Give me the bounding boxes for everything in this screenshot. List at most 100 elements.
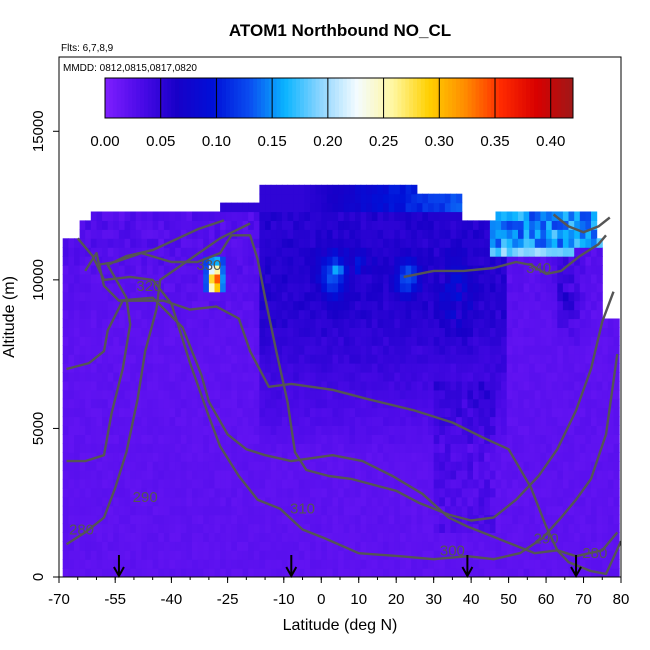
heatmap-cell (152, 550, 159, 560)
heatmap-cell (118, 318, 126, 328)
heatmap-cell (298, 532, 305, 542)
heatmap-cell (62, 265, 69, 275)
heatmap-cell (96, 327, 103, 337)
heatmap-cell (203, 247, 210, 257)
heatmap-cell (355, 193, 362, 204)
heatmap-cell (405, 184, 412, 195)
heatmap-cell (478, 559, 485, 569)
heatmap-cell (495, 318, 502, 328)
heatmap-cell (74, 425, 81, 435)
heatmap-cell (360, 470, 367, 480)
heatmap-cell (428, 380, 435, 391)
colorbar-swatch (339, 78, 344, 118)
heatmap-cell (596, 461, 603, 471)
heatmap-cell (467, 496, 474, 507)
heatmap-cell (118, 247, 126, 257)
heatmap-cell (562, 434, 570, 444)
heatmap-cell (489, 273, 497, 284)
heatmap-cell (270, 505, 277, 516)
heatmap-cell (203, 523, 210, 533)
heatmap-cell (326, 273, 334, 284)
heatmap-cell (208, 380, 216, 391)
heatmap-cell (416, 416, 423, 426)
heatmap-cell (79, 336, 86, 346)
heatmap-cell (208, 568, 216, 577)
heatmap-cell (349, 256, 356, 266)
heatmap-cell (388, 202, 395, 213)
heatmap-cell (433, 487, 440, 498)
heatmap-cell (422, 247, 429, 257)
heatmap-cell (163, 380, 171, 391)
heatmap-cell (439, 425, 446, 435)
heatmap-cell (343, 487, 350, 498)
heatmap-cell (388, 380, 395, 391)
heatmap-cell (315, 407, 322, 418)
heatmap-cell (175, 363, 182, 373)
heatmap-cell (90, 229, 97, 239)
colorbar-swatch (452, 78, 457, 118)
heatmap-cell (310, 273, 317, 284)
heatmap-cell (467, 247, 474, 257)
heatmap-cell (248, 425, 255, 435)
heatmap-cell (141, 407, 148, 418)
heatmap-cell (450, 416, 457, 426)
heatmap-cell (310, 532, 317, 542)
heatmap-cell (338, 434, 345, 444)
heatmap-cell (276, 452, 283, 462)
heatmap-cell (411, 407, 418, 418)
heatmap-cell (422, 505, 429, 516)
heatmap-cell (85, 505, 92, 516)
heatmap-cell (591, 425, 598, 435)
heatmap-cell (90, 273, 97, 284)
heatmap-cell (231, 443, 238, 453)
heatmap-cell (259, 229, 266, 239)
heatmap-cell (276, 220, 283, 230)
heatmap-cell (450, 478, 457, 489)
heatmap-cell (242, 559, 249, 569)
heatmap-cell (68, 434, 75, 444)
heatmap-cell (473, 220, 480, 230)
heatmap-cell (512, 425, 519, 435)
heatmap-cell (388, 443, 395, 453)
colorbar-swatch (128, 78, 133, 118)
heatmap-cell (62, 256, 69, 266)
colorbar-swatch (549, 78, 554, 118)
heatmap-cell (568, 425, 575, 435)
heatmap-cell (383, 505, 390, 516)
heatmap-cell (113, 505, 120, 516)
heatmap-cell (85, 300, 92, 311)
heatmap-cell (242, 291, 249, 302)
heatmap-cell (405, 541, 412, 551)
heatmap-cell (186, 220, 193, 230)
heatmap-cell (248, 363, 255, 373)
heatmap-cell (399, 318, 407, 328)
heatmap-cell (225, 389, 232, 400)
heatmap-cell (495, 238, 502, 248)
heatmap-cell (456, 416, 463, 426)
heatmap-cell (422, 256, 429, 266)
heatmap-cell (186, 407, 193, 418)
heatmap-cell (428, 318, 435, 328)
heatmap-cell (220, 363, 227, 373)
heatmap-cell (562, 300, 570, 311)
heatmap-cell (237, 505, 244, 516)
heatmap-cell (388, 568, 395, 577)
heatmap-cell (506, 363, 513, 373)
heatmap-cell (332, 229, 339, 239)
heatmap-cell (343, 291, 350, 302)
heatmap-cell (501, 523, 508, 533)
heatmap-cell (62, 372, 69, 382)
heatmap-cell (501, 532, 508, 542)
heatmap-cell (579, 372, 586, 382)
colorbar-swatch (428, 78, 434, 118)
heatmap-cell (147, 541, 154, 551)
heatmap-cell (270, 389, 277, 400)
heatmap-cell (180, 238, 187, 248)
heatmap-cell (411, 434, 418, 444)
heatmap-cell (523, 327, 530, 337)
heatmap-cell (96, 461, 103, 471)
heatmap-cell (175, 265, 182, 275)
heatmap-cell (152, 496, 159, 507)
heatmap-cell (461, 541, 468, 551)
heatmap-cell (433, 193, 440, 204)
